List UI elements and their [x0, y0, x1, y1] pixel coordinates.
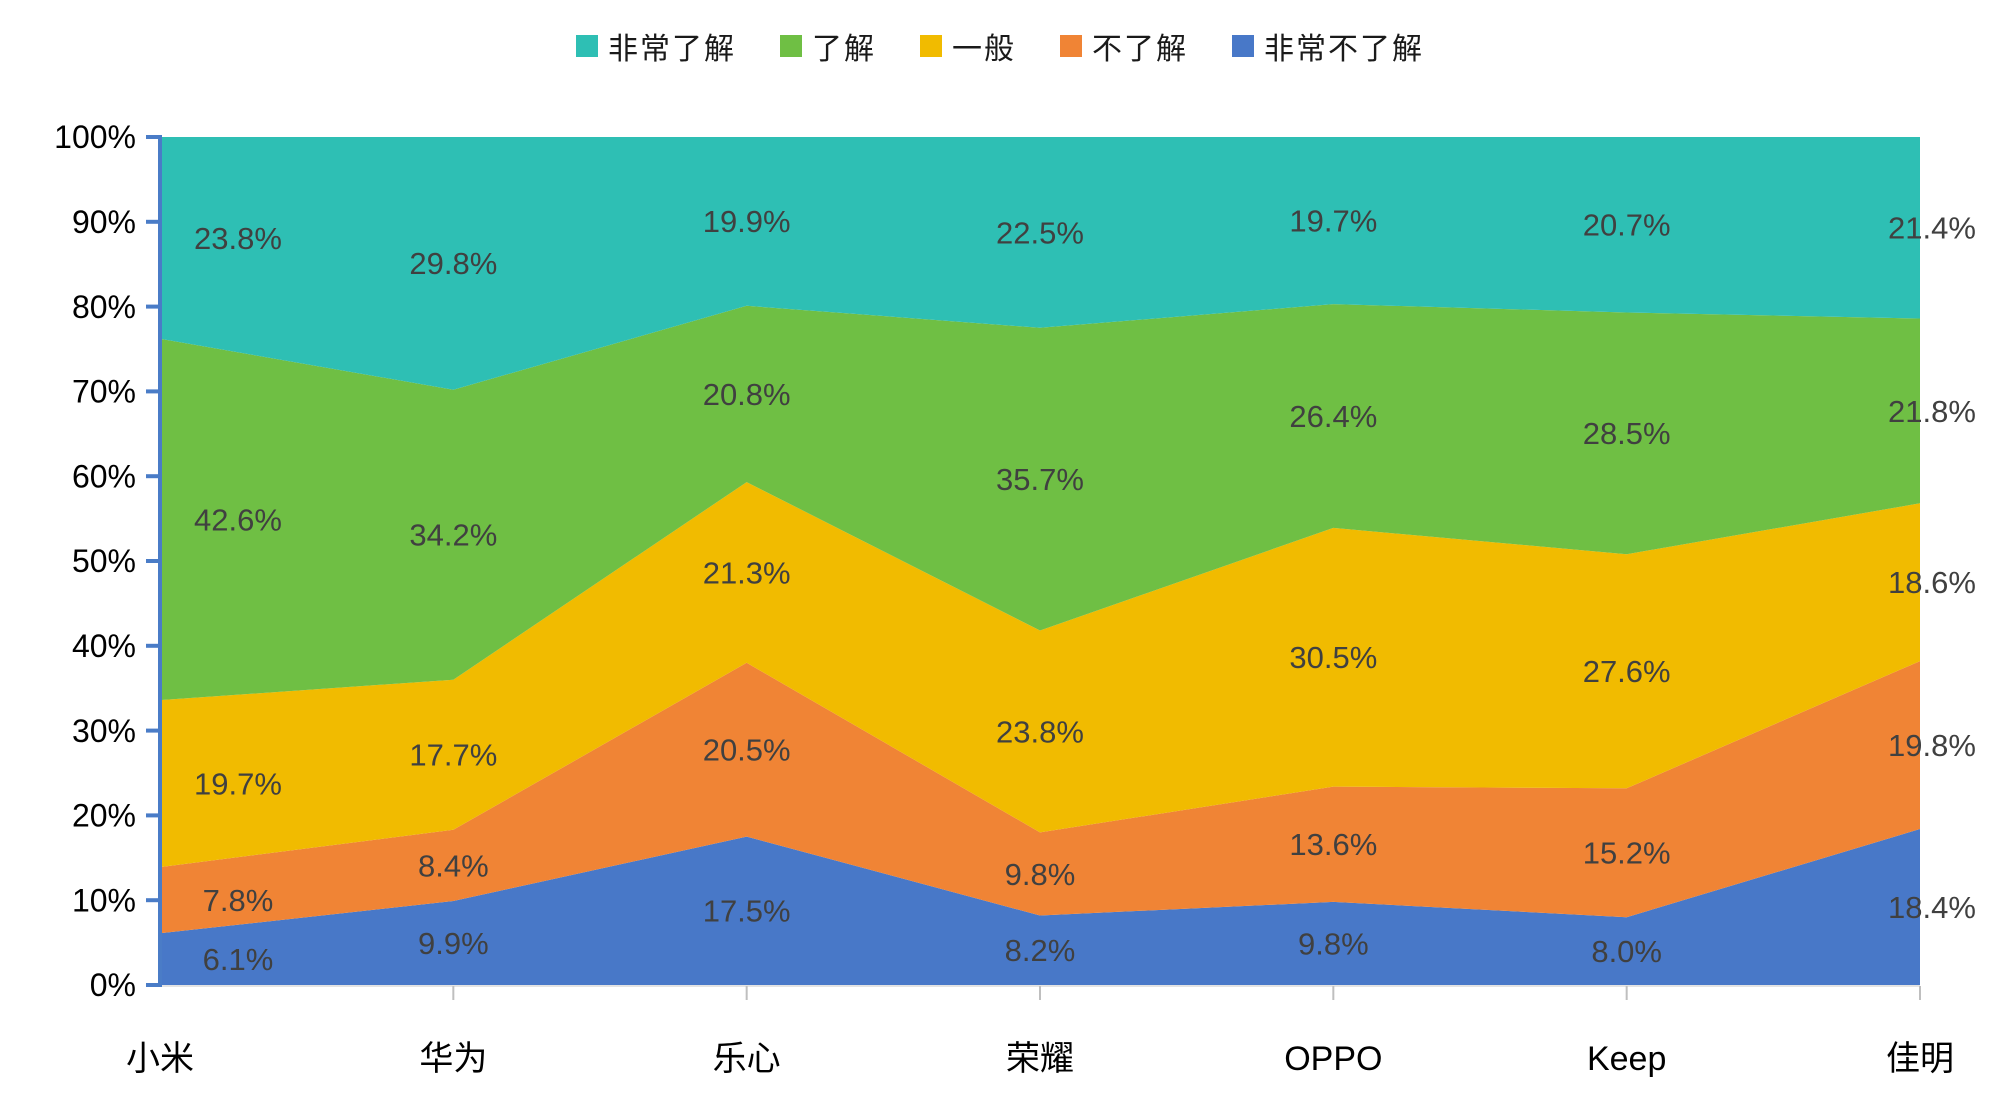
data-label: 8.2%: [1005, 933, 1076, 968]
y-axis-label: 100%: [54, 119, 136, 155]
data-label: 17.5%: [703, 894, 791, 929]
y-axis-label: 0%: [90, 967, 136, 1003]
legend-swatch-icon: [1060, 35, 1082, 57]
legend-swatch-icon: [1232, 35, 1254, 57]
legend-item: 非常不了解: [1232, 24, 1424, 68]
data-label: 17.7%: [409, 738, 497, 773]
y-axis-label: 90%: [72, 204, 136, 240]
data-label: 20.8%: [703, 377, 791, 412]
data-label: 34.2%: [409, 518, 497, 553]
y-axis-label: 20%: [72, 798, 136, 834]
y-axis-label: 40%: [72, 628, 136, 664]
data-label: 20.5%: [703, 733, 791, 768]
data-label: 18.6%: [1888, 565, 1976, 600]
chart-legend: 非常了解 了解 一般 不了解 非常不了解: [0, 22, 2000, 70]
legend-label: 非常了解: [608, 33, 736, 66]
area-series-1: [160, 304, 1920, 701]
data-label: 8.4%: [418, 848, 489, 883]
x-axis-label: 荣耀: [1006, 1040, 1074, 1078]
x-axis-label: 佳明: [1886, 1040, 1954, 1078]
data-label: 9.8%: [1298, 926, 1369, 961]
data-label: 23.8%: [194, 221, 282, 256]
legend-item: 一般: [920, 24, 1016, 68]
y-axis-label: 60%: [72, 458, 136, 494]
data-label: 6.1%: [203, 942, 274, 977]
legend-swatch-icon: [576, 35, 598, 57]
legend-label: 一般: [952, 33, 1016, 66]
data-label: 7.8%: [203, 883, 274, 918]
x-axis-label: Keep: [1587, 1040, 1666, 1078]
data-label: 19.7%: [194, 766, 282, 801]
y-axis-label: 70%: [72, 374, 136, 410]
data-label: 15.2%: [1583, 836, 1671, 871]
data-label: 19.8%: [1888, 728, 1976, 763]
area-series-0: [160, 137, 1920, 390]
data-label: 27.6%: [1583, 654, 1671, 689]
y-axis-label: 80%: [72, 289, 136, 325]
legend-label: 不了解: [1092, 33, 1188, 66]
legend-swatch-icon: [780, 35, 802, 57]
data-label: 29.8%: [409, 246, 497, 281]
area-series-4: [160, 829, 1920, 985]
data-label: 19.9%: [703, 204, 791, 239]
legend-item: 不了解: [1060, 24, 1188, 68]
area-series-2: [160, 482, 1920, 868]
data-label: 8.0%: [1591, 934, 1662, 969]
data-label: 28.5%: [1583, 416, 1671, 451]
data-label: 42.6%: [194, 502, 282, 537]
legend-label: 非常不了解: [1264, 33, 1424, 66]
area-series-3: [160, 661, 1920, 934]
data-label: 19.7%: [1289, 203, 1377, 238]
data-label: 9.8%: [1005, 857, 1076, 892]
data-label: 21.4%: [1888, 211, 1976, 246]
x-axis-label: 乐心: [713, 1040, 781, 1078]
data-label: 26.4%: [1289, 399, 1377, 434]
legend-item: 非常了解: [576, 24, 736, 68]
x-axis-label: OPPO: [1284, 1040, 1382, 1078]
data-label: 21.8%: [1888, 394, 1976, 429]
data-label: 23.8%: [996, 714, 1084, 749]
data-label: 22.5%: [996, 215, 1084, 250]
y-axis-label: 30%: [72, 713, 136, 749]
data-label: 20.7%: [1583, 208, 1671, 243]
data-label: 9.9%: [418, 926, 489, 961]
data-label: 13.6%: [1289, 827, 1377, 862]
x-axis-label: 小米: [126, 1040, 194, 1078]
legend-item: 了解: [780, 24, 876, 68]
y-axis-label: 10%: [72, 882, 136, 918]
y-axis-label: 50%: [72, 543, 136, 579]
data-label: 30.5%: [1289, 640, 1377, 675]
legend-label: 了解: [812, 33, 876, 66]
legend-swatch-icon: [920, 35, 942, 57]
data-label: 18.4%: [1888, 890, 1976, 925]
data-label: 21.3%: [703, 555, 791, 590]
x-axis-label: 华为: [419, 1040, 487, 1078]
data-label: 35.7%: [996, 462, 1084, 497]
